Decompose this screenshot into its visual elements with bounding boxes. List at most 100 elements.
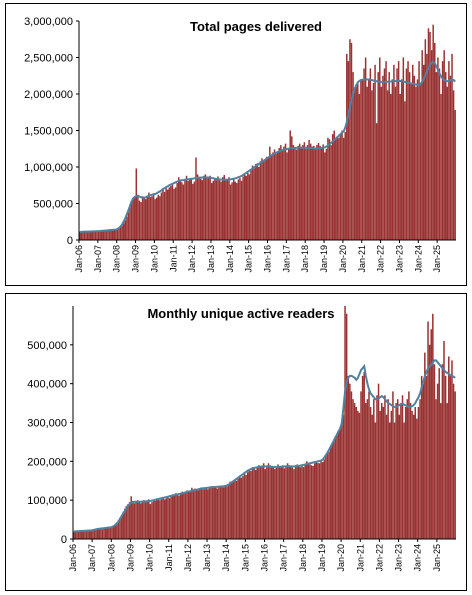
readers-chart: Monthly unique active readers 0 100,000 20…	[27, 306, 456, 572]
bar	[325, 455, 327, 539]
bar	[422, 383, 425, 539]
bar	[250, 471, 252, 539]
bar	[410, 83, 412, 240]
bar	[327, 137, 329, 240]
bar	[192, 489, 195, 539]
bar	[202, 488, 204, 539]
x-tick-label: Jan-19	[317, 544, 327, 572]
y-tick-label: 500,000	[33, 199, 73, 211]
x-tick-label: Jan-10	[145, 544, 155, 572]
bar	[86, 231, 89, 240]
bar	[126, 216, 128, 240]
bar	[305, 148, 307, 240]
bar	[163, 191, 166, 240]
bar	[352, 72, 354, 240]
bar	[297, 145, 299, 240]
bar	[334, 436, 337, 539]
bar	[353, 90, 356, 240]
bar	[224, 485, 227, 539]
bar	[264, 469, 267, 539]
x-tick-label: Jan-10	[149, 245, 159, 273]
bar	[368, 79, 370, 241]
bar	[259, 161, 262, 240]
bar	[449, 375, 452, 539]
bar	[99, 231, 101, 240]
bar	[184, 179, 186, 240]
bar	[329, 447, 332, 539]
bar	[243, 473, 246, 539]
bar	[135, 168, 138, 240]
bar	[358, 94, 361, 240]
bar	[259, 467, 262, 539]
bar	[309, 464, 311, 539]
bar	[441, 61, 444, 241]
bar	[212, 180, 215, 240]
bar	[375, 123, 378, 240]
bar	[229, 481, 231, 539]
bar	[401, 79, 403, 241]
bar	[294, 148, 296, 240]
bar	[432, 313, 434, 539]
y-tick-label: 300,000	[27, 418, 67, 430]
bar	[266, 467, 268, 539]
bar	[253, 168, 255, 240]
bar	[210, 183, 213, 240]
bar	[185, 175, 188, 240]
bar	[286, 463, 289, 539]
bar	[406, 399, 409, 539]
bar	[116, 522, 118, 539]
bar	[440, 403, 442, 539]
bar	[219, 485, 222, 539]
bar	[135, 502, 137, 539]
bar	[226, 180, 229, 240]
bar	[331, 134, 334, 240]
bar	[215, 180, 218, 240]
bar	[344, 306, 346, 539]
bar	[404, 406, 407, 539]
bar	[355, 86, 357, 240]
bar	[325, 148, 328, 240]
y-tick-label: 0	[67, 235, 73, 247]
bar	[248, 469, 251, 539]
bar	[272, 467, 274, 539]
bar	[426, 53, 428, 240]
bar	[313, 145, 315, 240]
bar	[317, 462, 319, 539]
bar	[176, 183, 178, 240]
x-tick-label: Jan-21	[355, 544, 365, 572]
bar	[96, 528, 99, 539]
bar	[408, 391, 410, 539]
bar	[335, 139, 337, 240]
bar	[398, 414, 401, 539]
bar	[112, 525, 115, 539]
bar	[261, 158, 263, 240]
bar	[328, 139, 331, 240]
bar	[448, 356, 450, 539]
bar	[424, 352, 426, 539]
bar	[272, 152, 274, 240]
bar	[111, 526, 113, 539]
bar	[425, 375, 428, 539]
bar	[77, 530, 80, 539]
bar	[192, 183, 194, 240]
bar	[115, 229, 117, 240]
bar	[163, 499, 166, 539]
bar	[186, 490, 188, 539]
bar	[350, 391, 353, 539]
bar	[311, 146, 313, 240]
bar	[368, 391, 370, 539]
bar	[374, 422, 377, 539]
bar	[140, 503, 142, 539]
bar	[304, 464, 306, 539]
x-tick-label: Jan-23	[394, 544, 404, 572]
bar	[300, 146, 302, 240]
bar	[239, 177, 241, 240]
bar	[377, 72, 379, 240]
bar	[396, 68, 398, 240]
bar	[305, 461, 308, 539]
bar	[237, 179, 240, 240]
bar	[119, 226, 122, 240]
bar	[323, 459, 326, 539]
x-tick-label: Jan-06	[68, 544, 78, 572]
x-tick-label: Jan-24	[413, 245, 423, 273]
